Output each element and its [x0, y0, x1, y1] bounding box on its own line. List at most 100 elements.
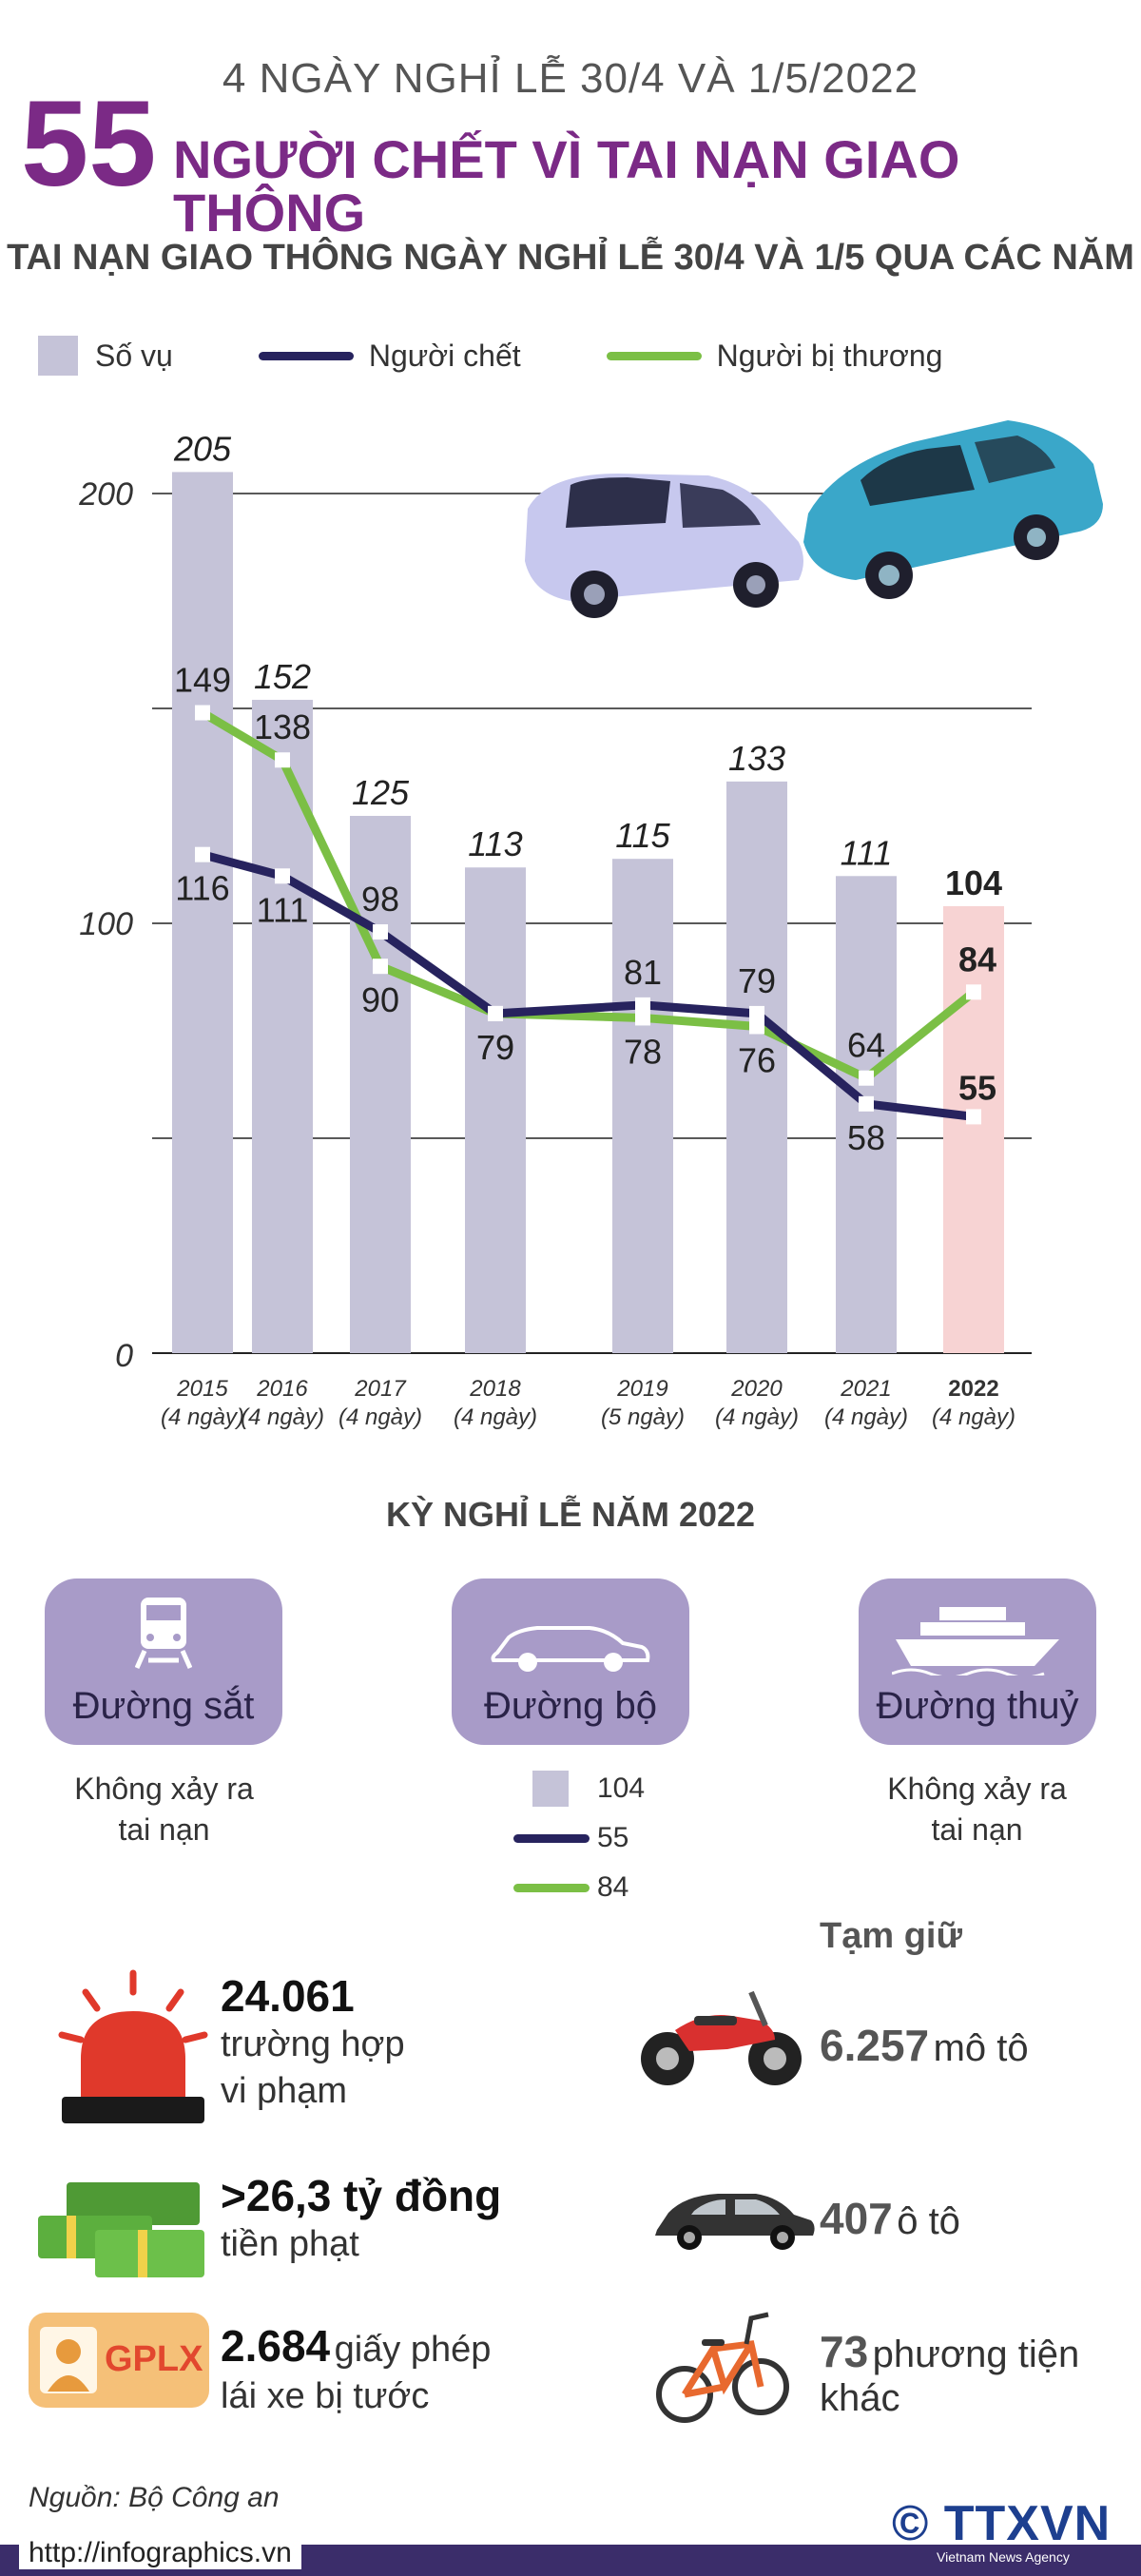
white-car-illustration [525, 474, 803, 618]
section-2022-title: KỲ NGHỈ LỄ NĂM 2022 [385, 1495, 756, 1534]
legend-label-deaths: Người chết [368, 338, 521, 373]
road-card: Đường bộ [452, 1579, 689, 1745]
point-deaths [195, 846, 210, 862]
licenses-line2: lái xe bị tước [221, 2376, 430, 2417]
legend-swatch-injured [606, 351, 702, 360]
seized-cars: 407 ô tô [820, 2193, 960, 2244]
injured-value-label: 79 [476, 1028, 514, 1067]
violations-stat: 24.061 trường hợp vi phạm [221, 1970, 405, 2116]
x-tick-label: 2015 [176, 1376, 228, 1402]
bar-cases [836, 876, 897, 1353]
injured-value-label: 84 [958, 939, 996, 978]
violations-number: 24.061 [221, 1971, 355, 2021]
rail-note-line2: tai nạn [118, 1812, 210, 1848]
fines-number: >26,3 tỷ đồng [221, 2171, 502, 2220]
point-injured [859, 1070, 874, 1086]
x-tick-note: (4 ngày) [715, 1404, 799, 1430]
motorbike-icon [641, 1990, 802, 2085]
point-deaths [749, 1005, 764, 1021]
headline: NGƯỜI CHẾT VÌ TAI NẠN GIAO THÔNG [173, 129, 960, 242]
line-injured [198, 708, 978, 1083]
bar-value-label: 152 [254, 657, 311, 696]
motorbikes-number: 6.257 [820, 2021, 930, 2070]
blue-car-illustration [803, 420, 1103, 599]
point-deaths [966, 1109, 981, 1125]
fines-line1: tiền phạt [221, 2224, 359, 2264]
point-deaths [373, 924, 388, 940]
point-deaths [859, 1095, 874, 1112]
x-tick-note: (4 ngày) [161, 1404, 244, 1430]
x-tick-note: (4 ngày) [454, 1404, 537, 1430]
license-badge: GPLX [29, 2313, 209, 2408]
others-label: phương tiện [872, 2334, 1080, 2375]
point-injured [749, 1018, 764, 1035]
x-tick-label: 2021 [840, 1376, 891, 1402]
bar-value-label: 111 [841, 833, 893, 872]
x-tick-note: (4 ngày) [932, 1404, 1015, 1430]
car-seized-icon [655, 2194, 815, 2250]
supertitle: 4 NGÀY NGHỈ LỄ 30/4 VÀ 1/5/2022 [222, 55, 919, 102]
road-swatch-deaths [513, 1833, 590, 1843]
point-injured [275, 752, 290, 768]
rail-note: Không xảy ra tai nạn [19, 1769, 309, 1850]
x-tick-label: 2017 [354, 1376, 407, 1402]
ship-icon [892, 1607, 1059, 1675]
x-tick-label: 2022 [948, 1376, 998, 1402]
y-tick-label: 0 [115, 1338, 133, 1374]
deaths-value-label: 58 [847, 1118, 885, 1157]
injured-value-label: 138 [254, 707, 311, 746]
road-mini-legend: 104 55 84 [513, 1771, 645, 1906]
deaths-value-label: 79 [738, 961, 776, 1000]
cars-label: ô tô [897, 2200, 960, 2242]
bar-cases [943, 905, 1004, 1353]
rail-label: Đường sắt [72, 1685, 255, 1727]
x-tick-note: (4 ngày) [241, 1404, 324, 1430]
x-tick-label: 2020 [730, 1376, 783, 1402]
train-icon [135, 1598, 192, 1670]
chart-subtitle: TAI NẠN GIAO THÔNG NGÀY NGHỈ LỄ 30/4 VÀ … [7, 238, 1134, 278]
deaths-value-label: 116 [175, 869, 229, 908]
injured-value-label: 149 [174, 661, 231, 700]
cars-number: 407 [820, 2194, 893, 2243]
injured-value-label: 78 [624, 1032, 662, 1071]
big-number: 55 [21, 76, 157, 212]
source-note: Nguồn: Bộ Công an [29, 2482, 280, 2513]
x-tick-label: 2018 [469, 1376, 521, 1402]
bar-value-label: 113 [468, 824, 522, 863]
road-label: Đường bộ [484, 1685, 657, 1727]
injured-value-label: 64 [847, 1026, 885, 1065]
road-swatch-cases [532, 1771, 569, 1807]
bar-value-label: 104 [945, 863, 1002, 902]
point-deaths [488, 1005, 503, 1021]
brand-subtitle: Vietnam News Agency [937, 2549, 1070, 2565]
legend-label-cases: Số vụ [95, 338, 173, 373]
water-note-line1: Không xảy ra [887, 1772, 1067, 1806]
crashed-cars-illustration [525, 420, 1103, 618]
bar-cases [465, 867, 526, 1353]
road-deaths-value: 55 [597, 1822, 629, 1853]
bar-cases [350, 816, 411, 1353]
water-label: Đường thuỷ [876, 1685, 1079, 1727]
point-injured [966, 984, 981, 1000]
licenses-line1: giấy phép [334, 2330, 492, 2370]
seized-others: 73 phương tiện khác [820, 2326, 1079, 2420]
footer-url[interactable]: http://infographics.vn [19, 2537, 301, 2569]
licenses-number: 2.684 [221, 2321, 331, 2371]
x-tick-label: 2016 [256, 1376, 308, 1402]
bar-value-label: 133 [728, 739, 785, 778]
rail-note-line1: Không xảy ra [74, 1772, 254, 1806]
fines-stat: >26,3 tỷ đồng tiền phạt [221, 2170, 501, 2268]
injured-value-label: 76 [738, 1040, 776, 1079]
deaths-value-label: 55 [958, 1068, 996, 1107]
water-note-line2: tai nạn [931, 1812, 1023, 1848]
deaths-value-label: 98 [361, 880, 399, 919]
point-deaths [275, 868, 290, 884]
legend-label-injured: Người bị thương [716, 338, 943, 373]
person-icon [40, 2327, 97, 2393]
point-injured [373, 959, 388, 975]
seized-title: Tạm giữ [820, 1916, 962, 1956]
y-tick-label: 100 [79, 906, 133, 942]
bar-value-label: 205 [173, 429, 232, 468]
x-tick-label: 2019 [616, 1376, 667, 1402]
